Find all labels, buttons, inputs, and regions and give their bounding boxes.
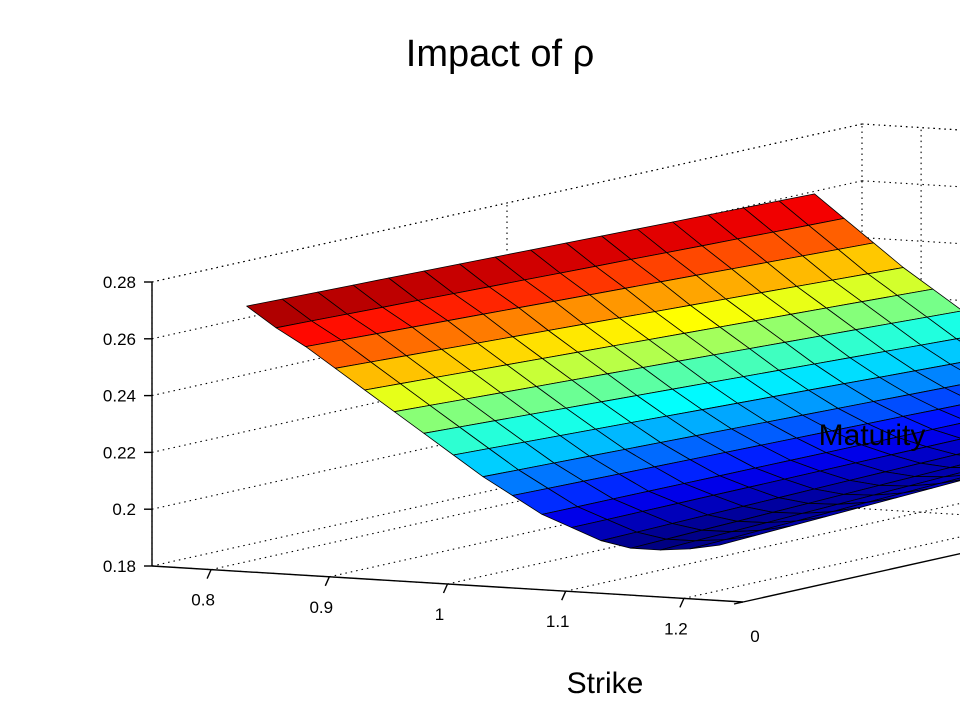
- x-tick-label: 0.9: [309, 598, 333, 617]
- y-tick-label: 0: [750, 627, 759, 646]
- x-tick-label: 1.1: [546, 612, 570, 631]
- floor-gridline: [565, 502, 960, 592]
- y-axis-line: [742, 552, 960, 603]
- box-edge: [151, 123, 863, 283]
- z-tick-label: 0.18: [103, 557, 136, 576]
- z-tick-label: 0.28: [103, 273, 136, 292]
- z-tick-label: 0.22: [103, 443, 136, 462]
- y-axis-label: Maturity: [819, 419, 926, 452]
- chart-title: Impact of ρ: [406, 33, 594, 75]
- x-axis-label: Strike: [567, 667, 644, 700]
- z-tick-label: 0.2: [112, 500, 136, 519]
- surface-patch: [689, 535, 756, 550]
- x-tick-label: 0.8: [191, 591, 215, 610]
- x-tick-label: 1.2: [664, 619, 688, 638]
- z-tick-label: 0.24: [103, 387, 136, 406]
- box-edge: [861, 123, 960, 131]
- x-tick-mark: [561, 590, 567, 601]
- surface-patch: [944, 384, 960, 396]
- surface: [246, 193, 960, 551]
- surface-patch: [949, 464, 960, 468]
- x-tick-mark: [324, 576, 330, 587]
- x-tick-label: 1: [435, 605, 444, 624]
- x-tick-mark: [679, 598, 685, 608]
- tick-labels: 0.180.20.220.240.260.280.80.911.11.200.5: [103, 273, 760, 646]
- back-wall-gridline: [861, 180, 960, 188]
- y-tick-mark: [733, 601, 744, 605]
- x-tick-mark: [442, 583, 449, 594]
- floor-gridline: [683, 536, 960, 599]
- axes: [144, 281, 960, 608]
- x-tick-mark: [206, 569, 212, 579]
- z-tick-label: 0.26: [103, 330, 136, 349]
